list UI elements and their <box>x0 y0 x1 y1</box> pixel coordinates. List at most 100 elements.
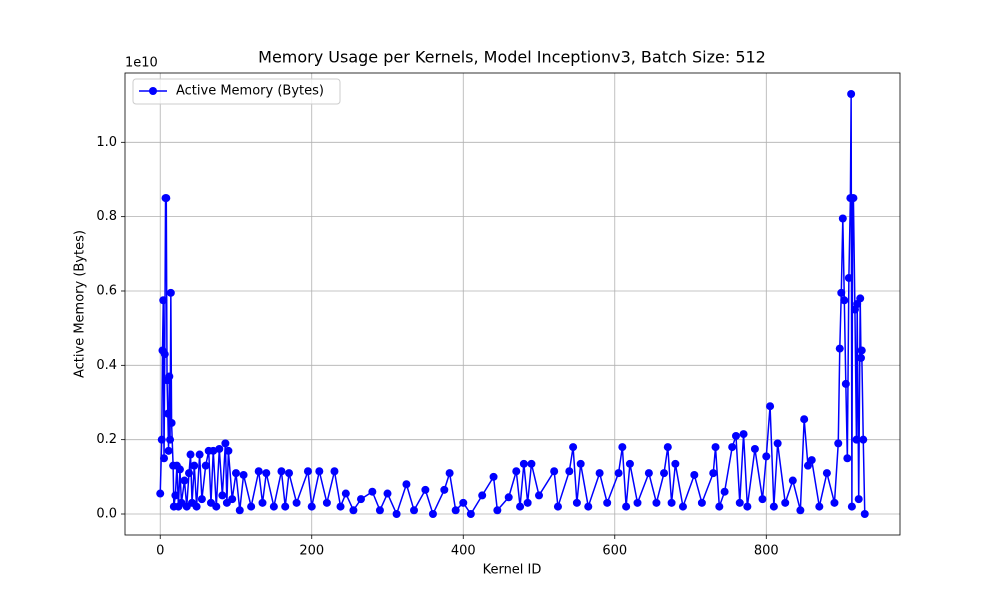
axes-frame <box>124 72 901 536</box>
data-point <box>690 470 699 479</box>
x-tick-label: 200 <box>299 544 324 559</box>
data-point <box>336 502 345 511</box>
legend-marker <box>149 87 157 95</box>
data-point <box>459 498 468 507</box>
data-point <box>292 498 301 507</box>
y-tick-label: 0.6 <box>96 283 117 298</box>
data-point <box>330 467 339 476</box>
data-point <box>857 346 866 355</box>
data-point <box>595 469 604 478</box>
data-point <box>489 472 498 481</box>
data-point <box>478 491 487 500</box>
data-point <box>231 469 240 478</box>
data-point <box>667 498 676 507</box>
data-point <box>195 450 204 459</box>
data-point <box>739 430 748 439</box>
data-point <box>341 489 350 498</box>
data-point <box>368 487 377 496</box>
data-point <box>186 450 195 459</box>
x-tick-label: 600 <box>602 544 627 559</box>
data-point <box>166 288 175 297</box>
data-point <box>392 510 401 518</box>
data-point <box>421 485 430 494</box>
data-point <box>565 467 574 476</box>
data-point <box>157 435 166 444</box>
y-tick-label: 0.0 <box>96 507 117 522</box>
data-point <box>163 409 172 418</box>
data-point <box>224 446 233 455</box>
data-point <box>847 502 856 511</box>
data-point <box>402 480 411 489</box>
data-point <box>788 476 797 485</box>
data-point <box>527 459 536 468</box>
data-point <box>159 296 168 305</box>
data-point <box>209 446 218 455</box>
y-tick-label: 0.2 <box>96 432 117 447</box>
data-point <box>830 498 839 507</box>
data-point <box>239 470 248 479</box>
data-point <box>843 454 852 463</box>
x-tick-label: 0 <box>156 544 164 559</box>
data-point <box>303 467 312 476</box>
data-point <box>156 489 165 498</box>
data-point <box>277 467 286 476</box>
data-point <box>697 498 706 507</box>
data-point <box>167 418 176 427</box>
data-point <box>504 493 513 502</box>
data-point <box>160 454 169 463</box>
data-point <box>652 498 661 507</box>
data-point <box>165 372 174 381</box>
y-tick-label: 0.4 <box>96 358 117 373</box>
data-point <box>281 502 290 511</box>
x-axis-label: Kernel ID <box>483 563 542 578</box>
data-point <box>212 502 221 511</box>
data-point <box>451 506 460 515</box>
data-point <box>262 469 271 478</box>
data-point <box>766 402 775 411</box>
data-point <box>856 353 865 362</box>
data-point <box>743 502 752 511</box>
data-point <box>728 443 737 452</box>
data-point <box>375 506 384 515</box>
data-point <box>837 288 846 297</box>
data-point <box>758 495 767 504</box>
data-point <box>807 456 816 465</box>
data-point <box>512 467 521 476</box>
data-point <box>516 502 525 511</box>
data-point <box>711 443 720 452</box>
legend-box <box>132 78 341 105</box>
data-point <box>856 294 865 303</box>
y-offset-label: 1e10 <box>125 56 158 71</box>
data-point <box>614 469 623 478</box>
data-point <box>572 498 581 507</box>
data-point <box>445 469 454 478</box>
data-point <box>859 435 868 444</box>
data-point <box>709 469 718 478</box>
data-point <box>322 498 331 507</box>
data-point <box>247 502 256 511</box>
plot-area <box>156 90 869 518</box>
data-point <box>523 498 532 507</box>
data-point <box>854 495 863 504</box>
data-point <box>228 495 237 504</box>
data-point <box>735 498 744 507</box>
y-tick-label: 1.0 <box>96 135 117 150</box>
data-point <box>773 439 782 448</box>
data-point <box>162 194 171 203</box>
data-point <box>349 506 358 515</box>
data-point <box>671 459 680 468</box>
data-point <box>254 467 263 476</box>
data-point <box>618 443 627 452</box>
data-point <box>201 461 210 470</box>
data-point <box>553 502 562 511</box>
data-point <box>192 502 201 511</box>
data-point <box>796 506 805 515</box>
data-point <box>769 502 778 511</box>
data-point <box>440 485 449 494</box>
data-point <box>834 439 843 448</box>
data-point <box>762 452 771 461</box>
data-point <box>660 469 669 478</box>
data-point <box>852 435 861 444</box>
data-point <box>307 502 316 511</box>
